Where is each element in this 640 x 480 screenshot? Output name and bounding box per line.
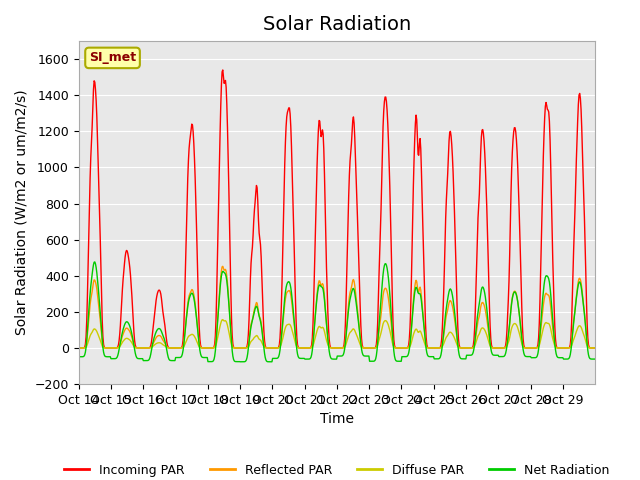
Legend: Incoming PAR, Reflected PAR, Diffuse PAR, Net Radiation: Incoming PAR, Reflected PAR, Diffuse PAR…	[59, 459, 615, 480]
Y-axis label: Solar Radiation (W/m2 or um/m2/s): Solar Radiation (W/m2 or um/m2/s)	[15, 90, 29, 336]
Text: SI_met: SI_met	[89, 51, 136, 64]
X-axis label: Time: Time	[320, 412, 354, 426]
Title: Solar Radiation: Solar Radiation	[263, 15, 411, 34]
